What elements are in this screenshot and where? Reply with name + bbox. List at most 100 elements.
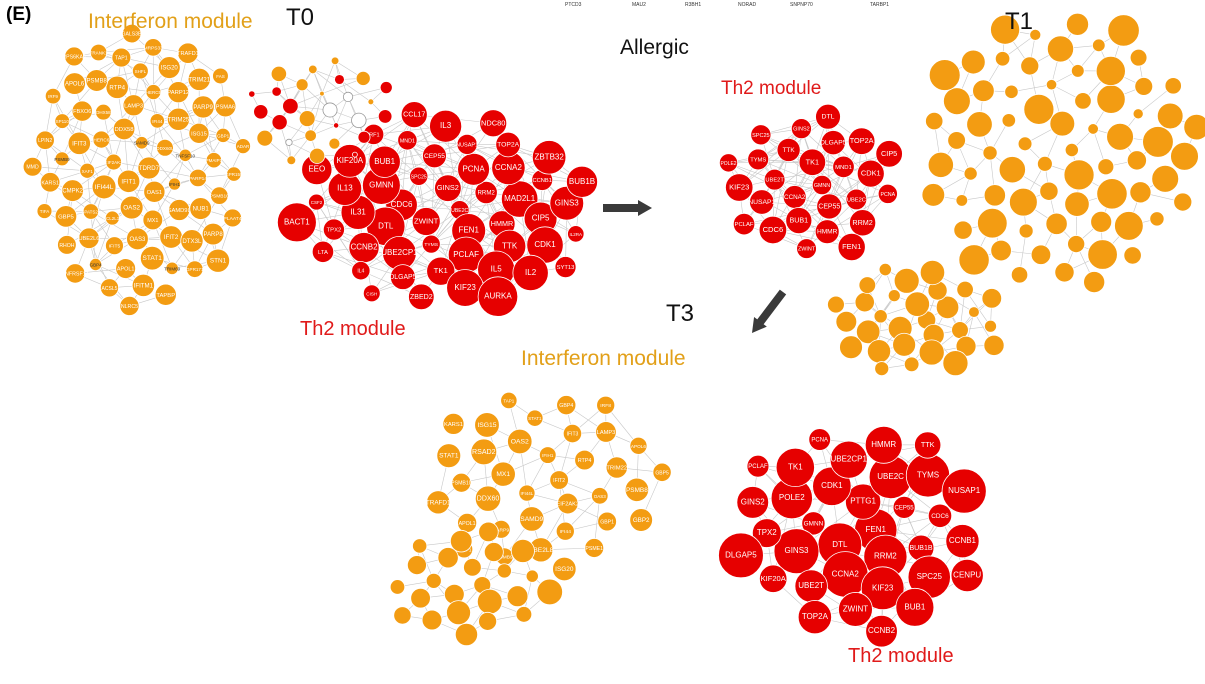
network-node [516,607,532,623]
node-label: OAS2 [511,439,529,446]
network-node [309,148,324,163]
node-label: RTP4 [578,458,592,464]
node-label: TYMS [917,470,939,479]
network-node [929,60,960,91]
network-node [446,601,470,625]
node-label: POLE2 [720,161,736,167]
network-node [1071,64,1084,77]
node-label: HMMR [817,229,838,236]
node-label: APOL6 [65,82,85,88]
node-label: DTL [832,540,848,549]
node-label: PARP9 [193,104,213,111]
arrow-t0-to-t1 [603,200,652,216]
network-node [1097,85,1125,113]
node-label: GMNN [804,520,824,527]
node-label: PCNA [462,164,485,173]
node-label: GBP1 [217,133,230,138]
network-node [961,50,985,74]
node-label: TTK [502,241,518,250]
node-label: ISG20 [555,566,574,573]
node-label: HMMR [871,440,896,449]
network-node [1066,13,1088,35]
node-label: PSMB10 [210,194,229,200]
node-label: XAF1 [82,169,94,174]
node-label: GMNN [814,183,830,189]
node-label: CDK1 [861,169,881,178]
network-node [450,530,472,552]
node-label: KIF20A [761,574,787,583]
node-label: IL4 [357,269,364,275]
network-node [407,556,426,575]
node-label: PARP8 [204,232,224,238]
node-label: TAP1 [503,398,514,403]
network-node [973,80,995,102]
node-label: EIF2AK2 [105,160,124,165]
network-node [855,293,874,312]
node-label: TRIM21 [188,76,210,83]
network-node [964,167,977,180]
network-node [1018,137,1032,151]
node-label: PCLAF [453,250,479,259]
network-node [335,75,345,85]
node-label: ISG15 [191,131,207,137]
network-node [888,290,900,302]
top-node-label: TARBP1 [870,2,889,8]
network-node [925,112,942,129]
node-label: DTL [378,221,394,230]
node-label: ZBED2 [410,294,433,301]
network-node [1088,240,1118,270]
timepoint-t0-label: T0 [286,4,314,32]
node-label: PARP12 [167,90,189,96]
node-label: IFIH1 [542,453,554,458]
node-label: UBE2T [798,581,824,590]
network-node [477,589,502,614]
node-label: TK1 [434,266,448,275]
network-node [874,310,887,323]
node-label: CEP55 [424,153,445,160]
network-node [1024,94,1054,124]
network-node [875,362,889,376]
network-node [1055,263,1074,282]
network-node [368,99,374,105]
node-label: PCLAF [748,464,768,470]
node-label: UBE2CP1 [381,248,418,257]
network-node [1064,160,1094,190]
network-node [394,607,411,624]
network-node [922,184,945,207]
network-node [957,281,974,298]
node-label: PSMB8 [626,487,648,494]
t0-th2-module-label: Th2 module [300,318,406,341]
network-node [859,277,876,294]
node-label: FEN1 [842,242,861,251]
network-node [309,65,318,74]
node-label: KARS1 [444,422,463,428]
node-label: IL2RA [570,232,583,237]
node-label: SHFL [135,69,147,74]
network-node [390,580,405,595]
network-node [984,335,1004,355]
node-label: TOP2A [850,136,874,145]
node-label: IFI44 [560,529,572,535]
node-label: TYMS [424,242,438,248]
node-label: CSF2 [311,200,323,205]
node-label: PCNA [880,192,895,198]
node-label: GBP5 [655,470,669,476]
node-label: UBE2L6 [78,236,99,242]
node-label: IFIH1 [169,182,180,187]
node-label: IRF8 [600,403,611,409]
network-node [296,79,308,91]
network-node [827,296,844,313]
node-label: IL3 [440,121,452,130]
node-label: GINS2 [437,183,459,192]
node-label: PCNA [811,438,828,444]
t3-interferon-module-label: Interferon module [521,347,686,371]
network-node [894,268,919,293]
node-label: TRIM69 [164,266,181,271]
node-label: PMAIP1 [206,158,223,163]
top-node-label: NORAD [738,2,756,8]
node-label: ISG15 [477,422,496,429]
network-node [991,240,1012,261]
network-node [1171,142,1199,170]
network-node [1127,151,1146,170]
network-node [1130,49,1147,66]
